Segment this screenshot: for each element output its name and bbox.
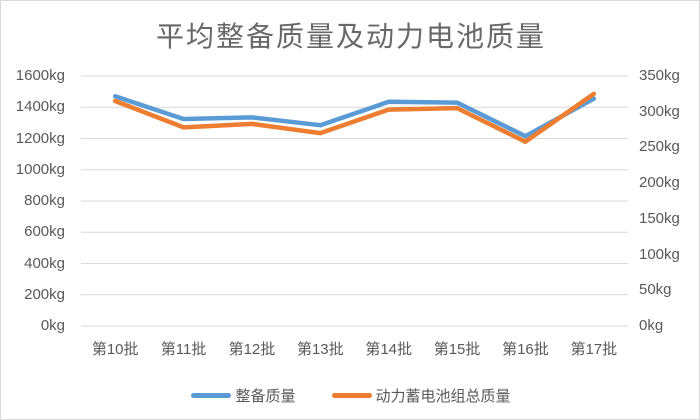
x-axis-tick: 第11批: [160, 341, 207, 358]
series2-line-swatch-icon: [331, 393, 372, 398]
legend-label-curb-weight: 整备质量: [235, 388, 296, 405]
x-axis-tick: 第14批: [365, 341, 413, 358]
right-axis-tick: 250kg: [639, 138, 680, 156]
x-axis-tick: 第16批: [502, 341, 549, 358]
right-axis-tick: 0kg: [639, 317, 664, 334]
left-axis-tick: 1400kg: [15, 98, 65, 116]
right-axis-tick: 100kg: [639, 245, 680, 263]
chart-title: 平均整备质量及动力电池质量: [155, 21, 546, 52]
series1-line-swatch-icon: [191, 393, 232, 398]
right-axis-tick: 300kg: [639, 102, 680, 120]
x-axis-tick: 第13批: [296, 341, 344, 358]
left-axis-tick: 200kg: [24, 285, 65, 303]
legend-item-battery-mass[interactable]: 动力蓄电池组总质量: [331, 385, 511, 406]
x-axis-tick: 第17批: [570, 341, 618, 358]
left-axis-tick: 600kg: [24, 223, 65, 241]
left-axis-tick: 400kg: [24, 254, 65, 272]
x-axis-tick: 第10批: [91, 341, 139, 358]
left-axis-tick: 1600kg: [15, 67, 65, 84]
legend-label-battery-mass: 动力蓄电池组总质量: [375, 388, 511, 405]
left-axis-tick: 800kg: [24, 192, 65, 209]
right-axis-tick: 150kg: [639, 209, 680, 227]
series-line-0[interactable]: [112, 94, 597, 139]
series-line-1[interactable]: [112, 91, 597, 144]
right-axis-tick: 350kg: [639, 67, 680, 84]
right-axis-tick: 50kg: [639, 281, 672, 299]
right-axis-tick: 200kg: [639, 174, 680, 192]
legend: 整备质量 动力蓄电池组总质量: [1, 385, 699, 406]
legend-item-curb-weight[interactable]: 整备质量: [191, 385, 296, 406]
left-axis-tick: 0kg: [40, 317, 65, 334]
x-axis-tick: 第15批: [433, 341, 481, 358]
x-axis-tick: 第12批: [228, 341, 276, 358]
left-axis-tick: 1200kg: [15, 129, 65, 147]
left-axis-tick: 1000kg: [15, 160, 65, 178]
